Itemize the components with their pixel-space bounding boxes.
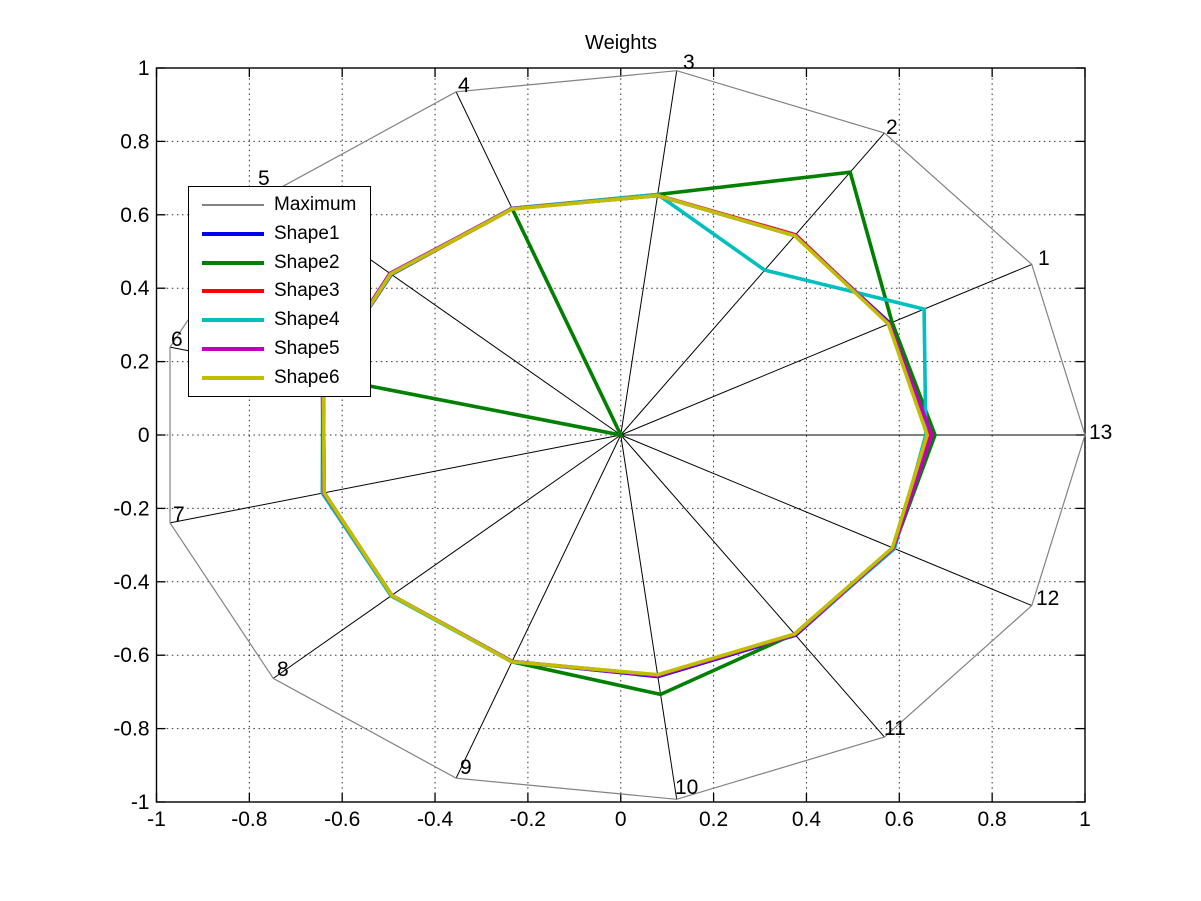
legend-line-sample — [202, 346, 264, 351]
x-tick-label: -1 — [147, 808, 166, 831]
x-tick-label: 0 — [615, 808, 627, 831]
legend-label: Shape2 — [274, 251, 340, 273]
spoke-label-7: 7 — [173, 503, 185, 526]
legend-line-sample — [202, 375, 264, 380]
legend-label: Maximum — [274, 194, 357, 216]
legend-item-shape6: Shape6 — [189, 364, 370, 392]
spoke-label-10: 10 — [675, 776, 698, 799]
legend-line-sample — [202, 232, 264, 237]
y-tick-label: -0.4 — [113, 571, 150, 594]
legend-label: Shape1 — [274, 223, 340, 245]
spoke-lines — [169, 70, 1085, 800]
x-tick-label: 0.2 — [699, 808, 728, 831]
y-tick-label: 0.6 — [120, 204, 149, 227]
y-tick-label: 0 — [138, 424, 150, 447]
x-tick-label: 0.6 — [885, 808, 914, 831]
spoke-label-8: 8 — [277, 658, 289, 681]
spoke-label-4: 4 — [458, 74, 470, 97]
y-tick-label: -0.8 — [113, 718, 149, 741]
legend-item-maximum: Maximum — [189, 191, 370, 219]
y-tick-label: 1 — [138, 57, 150, 80]
legend-label: Shape6 — [274, 366, 340, 388]
legend-item-shape2: Shape2 — [189, 249, 370, 277]
legend-box: Maximum Shape1 Shape2 Shape3 Shape4 Shape5 Sha… — [188, 186, 371, 397]
x-tick-label: 0.8 — [978, 808, 1007, 831]
y-tick-label: -1 — [131, 791, 150, 814]
spoke-label-6: 6 — [171, 328, 183, 351]
legend-label: Shape5 — [274, 337, 340, 359]
x-tick-label: -0.4 — [417, 808, 454, 831]
x-tick-label: 1 — [1079, 808, 1091, 831]
legend-line-sample — [202, 260, 264, 265]
spoke-label-11: 11 — [884, 717, 906, 740]
legend-item-shape3: Shape3 — [189, 277, 370, 305]
series-polygon-shape1 — [321, 193, 933, 679]
spoke-label-3: 3 — [683, 51, 695, 74]
x-tick-label: -0.6 — [324, 808, 360, 831]
legend-label: Shape4 — [274, 309, 340, 331]
y-tick-label: 0.8 — [120, 130, 149, 153]
x-tick-label: -0.2 — [510, 808, 546, 831]
x-tick-label: -0.8 — [231, 808, 267, 831]
legend-item-shape1: Shape1 — [189, 220, 370, 248]
spoke-label-5: 5 — [258, 167, 270, 190]
legend-item-shape4: Shape4 — [189, 306, 370, 334]
spoke-label-1: 1 — [1038, 247, 1050, 270]
x-tick-label: 0.4 — [792, 808, 822, 831]
series-polygon-shape2 — [321, 170, 937, 697]
y-tick-label: -0.2 — [113, 497, 149, 520]
legend-line-sample — [202, 289, 264, 294]
series-polygon-shape6 — [321, 193, 930, 677]
plot-title: Weights — [585, 32, 657, 54]
legend-line-sample — [202, 318, 264, 323]
spoke-label-9: 9 — [460, 756, 472, 779]
y-tick-label: -0.6 — [113, 644, 149, 667]
legend-label: Shape3 — [274, 280, 340, 302]
legend-line-sample — [202, 204, 264, 207]
y-tick-label: 0.4 — [120, 277, 150, 300]
spoke-label-12: 12 — [1036, 587, 1059, 610]
series-polygon-shape5 — [320, 193, 934, 678]
y-tick-label: 0.2 — [120, 351, 149, 374]
legend-item-shape5: Shape5 — [189, 335, 370, 363]
spoke-label-13: 13 — [1089, 421, 1112, 444]
tick-labels: -1 -0.8 -0.6 -0.4 -0.2 0 0.2 0.4 0.6 0.8 110.80.60… — [113, 57, 1091, 831]
spoke-label-2: 2 — [886, 116, 898, 139]
max-polygon — [169, 70, 1086, 800]
